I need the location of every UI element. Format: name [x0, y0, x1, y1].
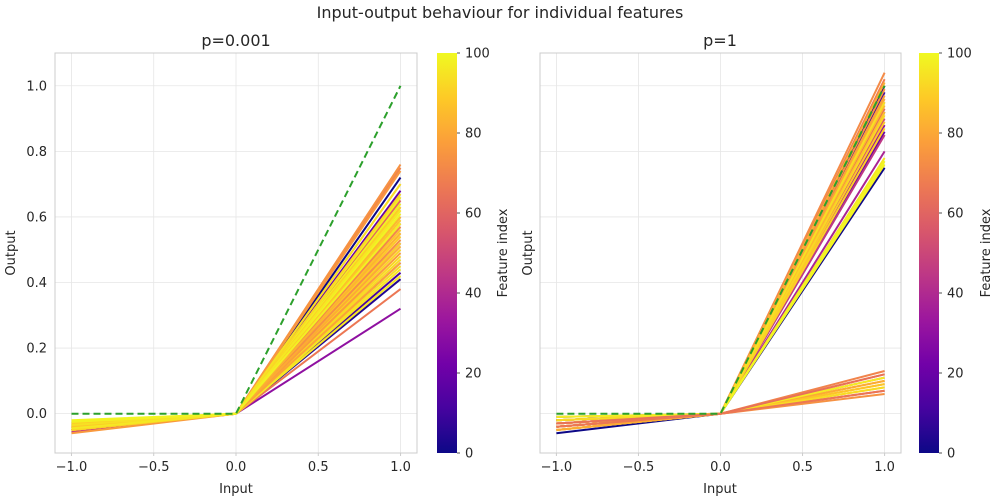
colorbar-left: 0 20 40 60 80 100 Feature index [437, 47, 511, 462]
panel-left-series [71, 163, 402, 435]
y-tick-label: 0.0 [26, 407, 47, 422]
colorbar-tick-label: 60 [465, 207, 482, 222]
colorbar-tick-label: 60 [947, 207, 964, 222]
panel-right-ylabel: Output [521, 230, 536, 275]
colorbar-right-ticks: 0 20 40 60 80 100 [939, 47, 972, 462]
colorbar-tick-label: 40 [465, 287, 482, 302]
feature-line [556, 389, 885, 428]
panel-left-yticks: 0.0 0.2 0.4 0.6 0.8 1.0 [26, 79, 47, 422]
x-tick-label: −1.0 [56, 460, 88, 475]
x-tick-label: −0.5 [138, 460, 170, 475]
colorbar-tick-label: 100 [465, 47, 490, 62]
panel-left-reference [71, 85, 402, 415]
panel-right-xlabel: Input [703, 482, 737, 497]
panel-left-title: p=0.001 [201, 31, 270, 50]
colorbar-left-ticks: 0 20 40 60 80 100 [457, 47, 490, 462]
colorbar-right: 0 20 40 60 80 100 Feature index [919, 47, 994, 462]
colorbar-tick-label: 20 [947, 367, 964, 382]
x-tick-label: 1.0 [874, 460, 895, 475]
x-tick-label: 0.5 [792, 460, 813, 475]
figure-title: Input-output behaviour for individual fe… [317, 3, 684, 22]
feature-line [71, 222, 402, 423]
panel-right-reference [556, 85, 886, 415]
panel-left-xticks: −1.0 −0.5 0.0 0.5 1.0 [56, 453, 411, 475]
y-tick-label: 1.0 [26, 79, 47, 94]
y-tick-label: 0.4 [26, 276, 47, 291]
x-tick-label: 1.0 [390, 460, 411, 475]
colorbar-tick-label: 100 [947, 47, 972, 62]
y-tick-label: 0.8 [26, 145, 47, 160]
y-tick-label: 0.2 [26, 342, 47, 357]
panel-right: p=1 −1.0 −0.5 0.0 0.5 1.0 Input Output [521, 31, 902, 497]
colorbar-tick-label: 40 [947, 287, 964, 302]
colorbar-left-bar [437, 53, 457, 453]
panel-right-xticks: −1.0 −0.5 0.0 0.5 1.0 [541, 453, 895, 475]
colorbar-right-label: Feature index [979, 208, 994, 297]
panel-left: p=0.001 −1.0 −0.5 0.0 0.5 1.0 0.00.20.40.60.… [4, 31, 418, 497]
y-tick-label: 0.6 [26, 210, 47, 225]
colorbar-right-bar [919, 53, 939, 453]
colorbar-tick-label: 0 [947, 447, 955, 462]
panel-left-ylabel: Output [4, 230, 19, 275]
colorbar-tick-label: 0 [465, 447, 473, 462]
colorbar-tick-label: 80 [465, 127, 482, 142]
x-tick-label: 0.5 [308, 460, 329, 475]
panel-left-xlabel: Input [219, 482, 253, 497]
reference-line [556, 85, 886, 415]
colorbar-tick-label: 80 [947, 127, 964, 142]
x-tick-label: 0.0 [710, 460, 731, 475]
panel-right-series [556, 72, 886, 435]
x-tick-label: −0.5 [623, 460, 655, 475]
x-tick-label: 0.0 [226, 460, 247, 475]
panel-right-title: p=1 [703, 31, 737, 50]
x-tick-label: −1.0 [541, 460, 573, 475]
colorbar-tick-label: 20 [465, 367, 482, 382]
colorbar-left-label: Feature index [496, 208, 511, 297]
reference-line [71, 85, 402, 415]
